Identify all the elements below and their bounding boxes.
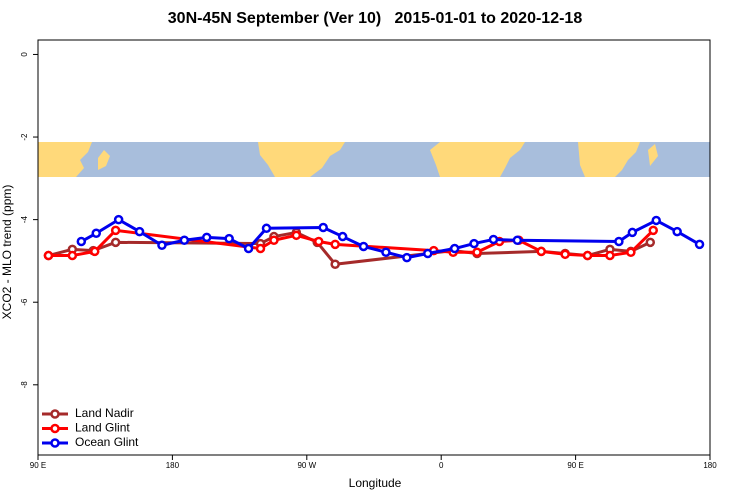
point [110,237,121,248]
point [43,250,54,261]
point [651,215,661,226]
y-tick-label: -6 [20,298,29,306]
point [261,223,272,234]
point [76,236,87,247]
point [694,239,705,250]
x-axis-label: Longitude [349,476,402,490]
point [255,243,266,254]
legend-label: Land Nadir [75,406,134,420]
point [469,238,479,249]
point [605,250,615,261]
point [157,240,167,250]
point [449,243,460,254]
point [402,252,412,263]
point [512,235,523,246]
point [91,228,101,239]
point [67,250,78,261]
point [113,214,124,225]
point [224,233,234,244]
point [358,241,369,252]
point [582,250,593,261]
point [648,225,659,236]
point [330,259,340,269]
point [313,236,324,247]
point [645,237,656,248]
point [423,248,433,259]
legend-marker [50,438,60,448]
y-axis-label: XCO2 - MLO trend (ppm) [0,185,14,320]
point [672,226,682,237]
point [472,247,482,257]
legend-marker [50,423,60,434]
point [318,222,328,233]
x-tick-label: 180 [703,461,717,470]
y-tick-label: -4 [20,216,29,224]
x-tick-label: 90 E [30,461,46,470]
point [179,235,190,246]
x-tick-label: 90 W [297,461,316,470]
point [614,236,624,247]
point [381,247,391,257]
point [201,232,212,243]
x-tick-label: 180 [166,461,180,470]
chart-title: 30N-45N September (Ver 10) 2015-01-01 to… [168,10,583,27]
point [269,235,279,246]
map-band [38,142,710,177]
legend-label: Ocean Glint [75,435,139,449]
series-line [48,230,651,266]
y-tick-label: -8 [20,381,29,389]
point [243,243,254,254]
legend-label: Land Glint [75,421,130,435]
point [560,249,570,260]
point [626,247,636,257]
point [337,231,348,242]
point [536,246,547,257]
point [89,246,100,257]
point [488,234,499,245]
plot-frame [37,39,711,456]
point [110,225,121,236]
y-tick-label: 0 [20,52,29,57]
point [134,226,145,237]
legend-marker [50,409,60,419]
y-tick-label: -2 [20,133,29,141]
point [291,230,302,241]
x-tick-label: 90 E [567,461,583,470]
point [330,239,340,250]
x-tick-label: 0 [439,461,444,470]
point [627,227,638,238]
